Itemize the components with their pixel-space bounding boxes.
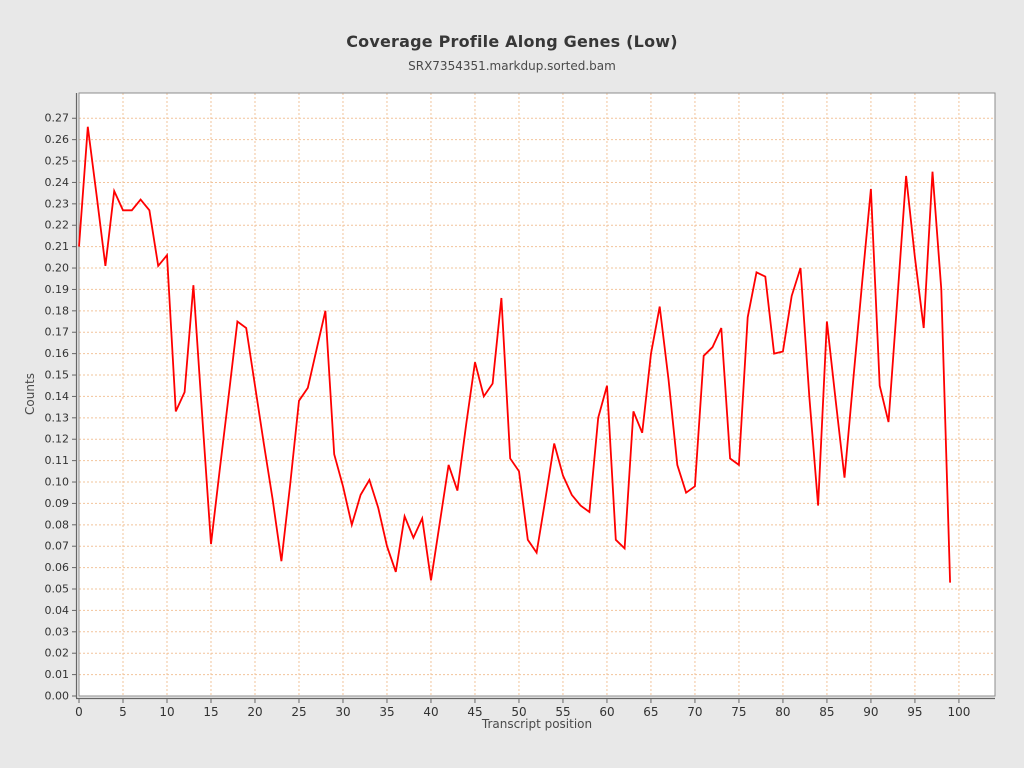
x-tick-label: 10 xyxy=(159,705,174,719)
y-tick-label: 0.07 xyxy=(45,540,70,553)
x-tick-label: 25 xyxy=(291,705,306,719)
x-tick-label: 20 xyxy=(247,705,262,719)
y-tick-label: 0.23 xyxy=(45,197,70,210)
chart-title: Coverage Profile Along Genes (Low) xyxy=(346,32,678,51)
y-tick-label: 0.25 xyxy=(45,155,70,168)
coverage-series-line xyxy=(78,126,951,583)
y-tick-label: 0.05 xyxy=(45,583,70,596)
y-tick-label: 0.08 xyxy=(45,518,70,531)
x-tick-label: 50 xyxy=(511,705,526,719)
x-tick-label: 80 xyxy=(775,705,790,719)
y-tick-label: 0.14 xyxy=(45,390,70,403)
chart-subtitle: SRX7354351.markdup.sorted.bam xyxy=(408,59,616,73)
x-tick-label: 90 xyxy=(863,705,878,719)
x-tick-label: 75 xyxy=(731,705,746,719)
y-tick-label: 0.06 xyxy=(45,561,70,574)
x-axis-title: Transcript position xyxy=(481,717,593,731)
x-tick-label: 65 xyxy=(643,705,658,719)
y-tick-label: 0.13 xyxy=(45,411,70,424)
x-tick-label: 100 xyxy=(947,705,970,719)
y-tick-label: 0.04 xyxy=(45,604,70,617)
y-tick-label: 0.17 xyxy=(45,326,70,339)
x-tick-label: 95 xyxy=(907,705,922,719)
y-tick-label: 0.12 xyxy=(45,433,70,446)
x-tick-label: 15 xyxy=(203,705,218,719)
x-tick-label: 60 xyxy=(599,705,614,719)
y-tick-label: 0.27 xyxy=(45,112,70,125)
plot-background xyxy=(79,93,995,696)
y-tick-label: 0.03 xyxy=(45,625,70,638)
x-tick-label: 35 xyxy=(379,705,394,719)
y-tick-label: 0.16 xyxy=(45,347,70,360)
x-tick-label: 70 xyxy=(687,705,702,719)
x-tick-label: 0 xyxy=(75,705,83,719)
x-tick-label: 85 xyxy=(819,705,834,719)
y-tick-label: 0.15 xyxy=(45,369,70,382)
y-tick-label: 0.20 xyxy=(45,262,70,275)
x-tick-label: 45 xyxy=(467,705,482,719)
y-tick-label: 0.00 xyxy=(45,690,70,703)
x-tick-label: 40 xyxy=(423,705,438,719)
y-tick-label: 0.09 xyxy=(45,497,70,510)
y-tick-label: 0.22 xyxy=(45,219,70,232)
y-tick-label: 0.24 xyxy=(45,176,70,189)
y-tick-label: 0.02 xyxy=(45,647,70,660)
y-tick-label: 0.21 xyxy=(45,240,70,253)
x-tick-label: 5 xyxy=(119,705,127,719)
y-tick-label: 0.11 xyxy=(45,454,70,467)
x-tick-label: 30 xyxy=(335,705,350,719)
x-tick-label: 55 xyxy=(555,705,570,719)
y-axis-title: Counts xyxy=(23,373,37,415)
y-tick-label: 0.18 xyxy=(45,304,70,317)
plot-border xyxy=(78,92,996,697)
y-tick-label: 0.10 xyxy=(45,476,70,489)
y-tick-label: 0.19 xyxy=(45,283,70,296)
y-tick-label: 0.26 xyxy=(45,133,70,146)
y-tick-label: 0.01 xyxy=(45,668,70,681)
